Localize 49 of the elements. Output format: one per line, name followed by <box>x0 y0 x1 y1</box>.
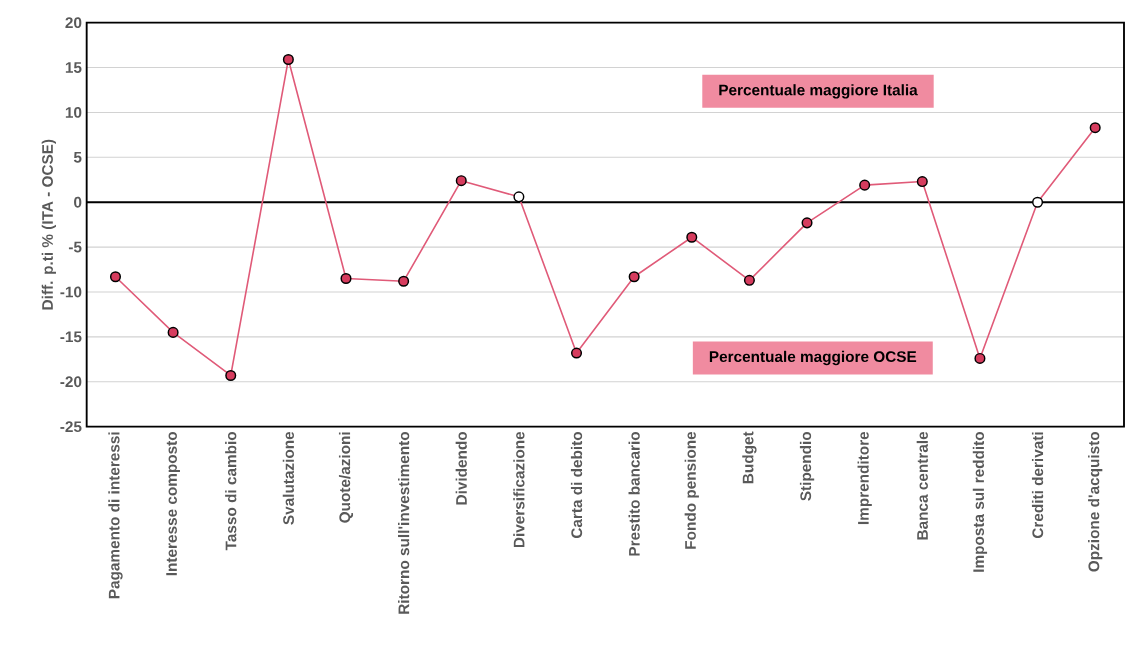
point <box>974 352 986 364</box>
point <box>109 271 122 283</box>
x-tick-label: Pagamento di interessi <box>108 432 123 599</box>
y-axis-title: Diff. p.ti % (ITA - OCSE) <box>41 139 56 310</box>
annotation: Percentuale maggiore OCSE <box>709 350 917 366</box>
y-tick-label: 15 <box>65 62 82 73</box>
point <box>398 275 410 287</box>
point <box>628 271 640 283</box>
x-tick-label: Budget <box>742 431 757 484</box>
x-tick-label: Prestito bancario <box>628 431 640 556</box>
point <box>513 191 525 203</box>
y-tick-label: -20 <box>60 376 82 388</box>
x-tick-label: Stipendio <box>799 431 815 501</box>
point <box>859 179 871 191</box>
annotation: Percentuale maggiore Italia <box>719 84 918 99</box>
point <box>225 369 237 382</box>
x-tick-label: Tasso di cambio <box>225 431 237 551</box>
y-tick-label: -25 <box>60 421 82 433</box>
y-tick-label: 20 <box>65 17 82 29</box>
point <box>167 326 179 338</box>
x-tick-label: Diversificazione <box>513 431 525 548</box>
x-tick-label: Imposta sul reddito <box>972 431 988 572</box>
x-tick-label: Quote/azioni <box>338 432 354 523</box>
point <box>686 231 698 243</box>
x-tick-label: Ritorno sull'investimento <box>398 431 410 614</box>
x-tick-label: Imprenditore <box>857 431 872 525</box>
point <box>282 53 294 66</box>
y-tick-label: 10 <box>65 107 82 118</box>
point <box>801 217 813 229</box>
point <box>1089 122 1101 134</box>
y-tick-label: 5 <box>73 151 82 163</box>
point <box>1032 196 1044 208</box>
x-tick-label: Crediti derivati <box>1031 432 1044 539</box>
point <box>743 274 755 286</box>
y-tick-label: -10 <box>60 286 82 298</box>
x-tick-label: Dividendo <box>455 431 467 505</box>
y-tick-label: 0 <box>74 196 82 208</box>
point <box>340 272 352 285</box>
point <box>570 347 583 359</box>
point <box>455 175 467 187</box>
x-tick-label: Carta di debito <box>570 431 583 539</box>
point <box>916 176 928 188</box>
x-tick-label: Opzione d'acquisto <box>1088 431 1103 572</box>
x-tick-label: Banca centrale <box>916 431 928 540</box>
y-tick-label: -5 <box>68 241 82 253</box>
y-tick-label: -15 <box>60 331 82 343</box>
x-tick-label: Interesse composto <box>166 431 180 576</box>
x-tick-label: Svalutazione <box>282 431 294 525</box>
x-tick-label: Fondo pensione <box>684 431 699 549</box>
